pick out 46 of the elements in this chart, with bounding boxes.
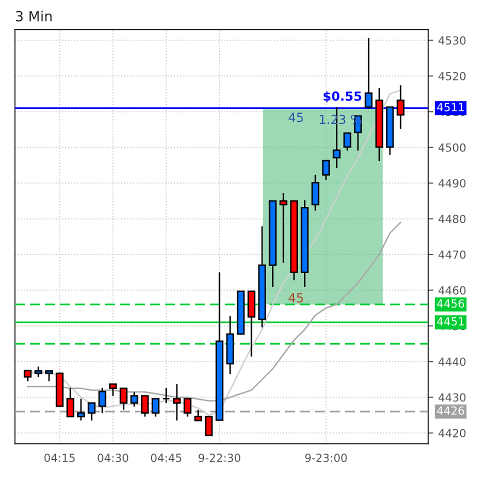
chart-title: 3 Min [16, 10, 52, 22]
y-tick-label: 4430 [438, 393, 466, 402]
candlestick [45, 370, 53, 382]
candlestick [280, 192, 288, 264]
ref-line-label: 4511 [437, 103, 464, 112]
candlestick [24, 370, 32, 382]
ref-line-label: 4426 [437, 406, 464, 415]
y-tick-label: 4530 [438, 36, 466, 45]
x-tick-label: 9-22:30 [198, 454, 240, 462]
x-tick-label: 04:45 [150, 454, 182, 462]
candlestick [98, 387, 106, 414]
ref-line-label: 4456 [437, 299, 464, 308]
y-tick-label: 4480 [438, 214, 466, 224]
candlestick [396, 84, 404, 130]
candlestick [172, 383, 181, 422]
candlestick [204, 416, 213, 436]
y-tick-label: 4520 [438, 72, 466, 80]
candlestick [141, 395, 149, 418]
candlestick [130, 392, 138, 408]
candlestick [66, 387, 74, 418]
annotation: 45 [288, 293, 303, 303]
x-tick-label: 04:15 [44, 454, 75, 462]
y-tick-label: 4500 [438, 143, 466, 152]
candlestick [34, 366, 42, 378]
ref-line-label: 4451 [437, 317, 464, 326]
candlestick [184, 398, 192, 418]
x-tick-label: 9-23:00 [305, 454, 347, 462]
y-tick-label: 4490 [438, 179, 466, 188]
x-tick-label: 04:30 [98, 454, 128, 462]
y-tick-label: 4440 [438, 358, 466, 366]
candlestick [194, 409, 202, 422]
y-tick-label: 4470 [438, 250, 466, 259]
candlestick [109, 383, 117, 397]
y-tick-label: 4420 [438, 428, 466, 438]
candlestick [322, 160, 330, 181]
candlestick [88, 402, 96, 422]
candlestick [343, 132, 352, 152]
candlestick [364, 37, 373, 110]
annotation: 45 [288, 112, 303, 122]
candlestick [152, 398, 160, 418]
candlestick [162, 387, 170, 404]
candlestick [311, 174, 320, 212]
annotation: $0.55 [324, 91, 362, 103]
candlestick [77, 398, 85, 422]
candlestick [120, 388, 128, 410]
y-tick-label: 4460 [438, 286, 466, 295]
